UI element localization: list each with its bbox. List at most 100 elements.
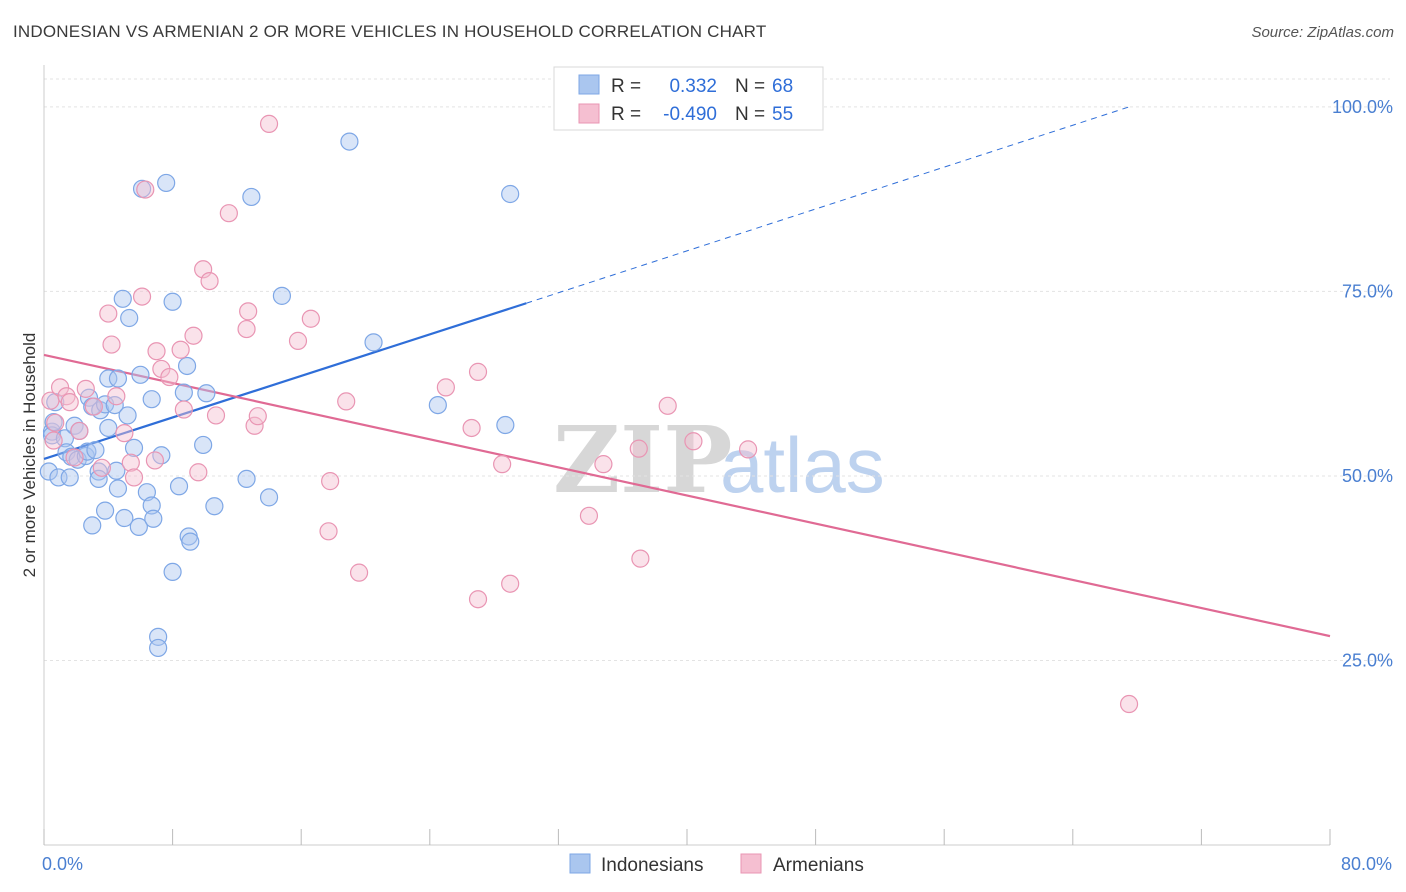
y-tick-labels: 25.0% 50.0% 75.0% 100.0% bbox=[1332, 97, 1393, 671]
indonesian-point bbox=[118, 406, 137, 425]
axes bbox=[43, 65, 1331, 846]
indonesian-point bbox=[86, 441, 105, 460]
indonesian-point bbox=[113, 289, 132, 308]
armenian-point bbox=[189, 463, 208, 482]
armenian-point bbox=[468, 590, 488, 609]
indonesian-point bbox=[496, 415, 515, 435]
x-tick-labels: 0.0% 80.0% bbox=[42, 854, 1392, 874]
indonesian-point bbox=[149, 638, 168, 658]
armenian-point bbox=[248, 407, 267, 426]
armenian-point bbox=[194, 260, 213, 279]
indonesian-point bbox=[108, 479, 128, 498]
trend-lines bbox=[43, 106, 1331, 638]
y-tick-label: 100.0% bbox=[1332, 97, 1393, 117]
data-points bbox=[39, 114, 1139, 714]
indonesian-point bbox=[107, 461, 126, 480]
indonesian-point bbox=[115, 508, 134, 528]
indonesian-point bbox=[83, 516, 102, 535]
indonesian-point bbox=[242, 187, 261, 207]
y-tick-label: 75.0% bbox=[1342, 281, 1393, 301]
x-tick-label: 80.0% bbox=[1341, 854, 1392, 874]
armenian-point bbox=[219, 204, 238, 223]
indonesian-point bbox=[157, 173, 176, 193]
indonesian-point bbox=[124, 438, 144, 458]
indonesian-point bbox=[259, 488, 279, 507]
indonesian-point bbox=[272, 286, 292, 305]
armenian-point bbox=[171, 340, 190, 359]
armenian-point bbox=[121, 453, 140, 472]
indonesian-point bbox=[65, 416, 84, 435]
indonesian-point bbox=[142, 496, 161, 515]
indonesian-point bbox=[197, 384, 216, 403]
stats-legend: R = 0.332 N = 68 R = -0.490 N = 55 bbox=[553, 66, 824, 131]
legend-n-label-1: N = bbox=[735, 76, 765, 97]
armenian-point bbox=[174, 400, 193, 419]
indonesian-point bbox=[120, 308, 139, 328]
armenian-point bbox=[184, 326, 203, 345]
armenian-point bbox=[579, 506, 599, 525]
indonesian-point bbox=[163, 292, 182, 311]
armenian-point bbox=[658, 396, 677, 415]
armenian-point bbox=[124, 468, 144, 487]
indonesian-point bbox=[99, 418, 118, 438]
legend-n-value-2: 55 bbox=[772, 104, 793, 125]
armenian-point bbox=[259, 114, 279, 133]
armenian-point bbox=[468, 362, 488, 381]
legend-r-label-2: R = bbox=[611, 104, 641, 125]
armenian-point bbox=[493, 455, 512, 474]
armenian-point bbox=[301, 309, 320, 328]
armenian-point bbox=[136, 180, 155, 199]
indonesian-point bbox=[169, 477, 189, 496]
indonesian-point bbox=[501, 184, 520, 204]
indonesian-point bbox=[99, 369, 118, 388]
indonesian-point bbox=[163, 562, 182, 582]
indonesian-point bbox=[237, 469, 256, 489]
legend-swatch-indonesians bbox=[578, 74, 600, 95]
armenian-point bbox=[107, 387, 126, 406]
indonesian-point bbox=[142, 390, 161, 409]
armenian-point bbox=[115, 424, 134, 443]
indonesian-point bbox=[95, 501, 115, 520]
armenian-point bbox=[145, 451, 165, 470]
gridlines bbox=[44, 78, 1390, 661]
indonesian-point bbox=[39, 462, 58, 481]
armenian-point bbox=[288, 331, 308, 350]
chart-title: INDONESIAN VS ARMENIAN 2 OR MORE VEHICLE… bbox=[13, 22, 767, 41]
armenian-point bbox=[245, 416, 264, 435]
indonesian-point bbox=[144, 509, 163, 528]
legend-r-value-1: 0.332 bbox=[669, 76, 717, 97]
armenian-point bbox=[76, 379, 95, 398]
armenian-point bbox=[436, 378, 455, 397]
armenian-point bbox=[631, 549, 650, 568]
y-tick-label: 50.0% bbox=[1342, 466, 1393, 486]
armenian-point bbox=[501, 574, 520, 593]
armenian-trend-line bbox=[43, 353, 1331, 638]
armenian-point bbox=[239, 302, 258, 321]
indonesian-point bbox=[428, 395, 447, 415]
indonesian-point bbox=[340, 132, 359, 151]
series-legend-label-indonesians: Indonesians bbox=[601, 855, 703, 876]
watermark-zip: ZIP bbox=[553, 406, 732, 514]
indonesian-point bbox=[60, 468, 79, 487]
armenian-point bbox=[684, 432, 703, 451]
series-legend-swatch-indonesians bbox=[569, 853, 591, 874]
watermark-atlas: atlas bbox=[720, 421, 885, 509]
armenian-point bbox=[160, 367, 179, 387]
indonesian-point bbox=[177, 356, 197, 376]
indonesian-point bbox=[205, 497, 224, 516]
y-tick-label: 25.0% bbox=[1342, 650, 1393, 670]
armenian-point bbox=[60, 393, 79, 412]
armenian-point bbox=[349, 563, 369, 582]
indonesian-point bbox=[55, 429, 74, 448]
series-legend-swatch-armenians bbox=[740, 853, 762, 874]
armenian-point bbox=[92, 458, 111, 477]
indonesian-point bbox=[194, 435, 213, 455]
armenian-point bbox=[337, 392, 356, 411]
indonesian-point bbox=[181, 532, 200, 551]
indonesian-point bbox=[108, 369, 128, 388]
y-axis-label: 2 or more Vehicles in Household bbox=[20, 333, 39, 578]
armenian-point bbox=[84, 397, 103, 416]
indonesian-trend-line bbox=[43, 302, 527, 461]
armenian-point bbox=[738, 440, 758, 459]
armenian-point bbox=[1119, 694, 1139, 714]
